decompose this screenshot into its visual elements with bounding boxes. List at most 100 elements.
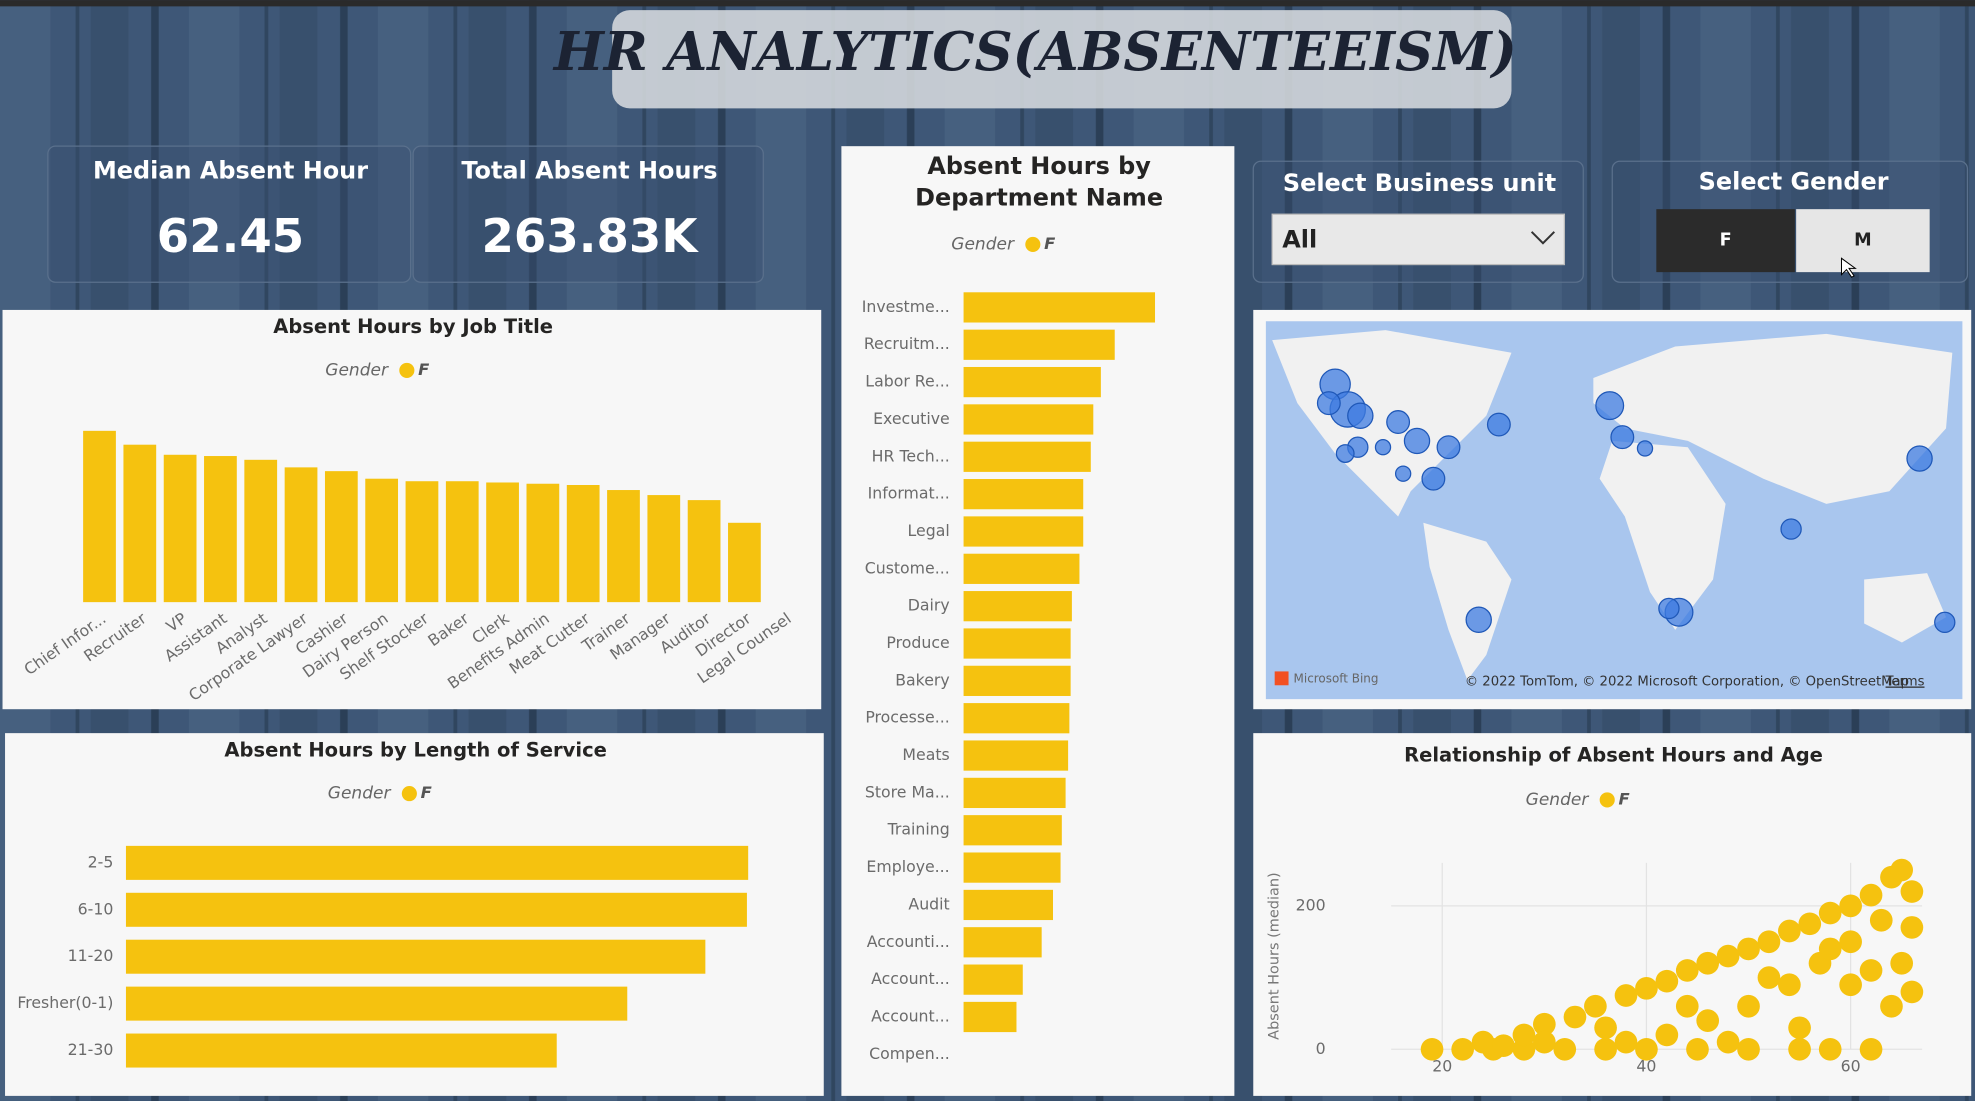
legend-label: F [421,783,432,802]
x-tick-label: 40 [1636,1056,1656,1075]
point [1594,1016,1617,1040]
legend-title: Gender [328,784,392,804]
point [1900,880,1924,903]
point [1859,959,1883,982]
bar [284,467,318,603]
y-tick-label: HR Tech... [872,446,950,465]
point [1737,994,1760,1018]
point [1675,959,1699,982]
kpi-card [412,145,764,283]
legend-swatch [1599,792,1615,808]
point [1594,1037,1617,1061]
chart-title: Absent Hours by Department Name [915,152,1164,212]
y-tick-label: Investme... [862,297,950,316]
dropdown[interactable]: All [1271,213,1566,266]
bar [125,892,747,927]
top-bar [0,0,1975,7]
bar [486,482,519,603]
bar [687,500,721,603]
point [1839,930,1862,954]
point [1880,994,1903,1018]
dropdown-value[interactable]: All [1282,226,1317,254]
y-tick-label: Account... [871,1006,950,1025]
y-tick-label: Processe... [865,708,949,727]
point [1635,1037,1658,1061]
map-provider: Microsoft Bing [1294,671,1379,685]
point [1655,1023,1679,1047]
point [1655,969,1679,993]
point [1737,1037,1760,1061]
y-tick-label: Employe... [866,857,949,876]
point [1757,966,1781,989]
bar [445,481,479,603]
y-tick-label: 200 [1296,895,1326,914]
point [1451,1037,1474,1061]
gender-button-label[interactable]: M [1854,231,1872,251]
kpi-value: 263.83K [482,209,700,263]
slicer-label: Select Business unit [1283,169,1556,197]
bar [963,964,1023,995]
y-tick-label: Training [887,820,950,839]
kpi-value: 62.45 [157,209,304,263]
point [1890,951,1914,975]
point [1716,944,1740,968]
land [1593,333,1953,504]
legend-title: Gender [325,360,389,380]
land [1599,440,1726,630]
point [1778,973,1801,997]
bar [963,329,1115,360]
gender-button[interactable] [1656,209,1795,273]
y-tick-label: Custome... [865,558,950,577]
bar [123,444,157,603]
land [1864,573,1947,643]
bar [647,495,681,603]
map-terms[interactable]: Terms [1885,674,1925,689]
y-tick-label: 2-5 [88,852,114,871]
gender-button-label[interactable]: F [1720,231,1732,251]
map[interactable]: Microsoft Bing © 2022 TomTom, © 2022 Mic… [1265,321,1963,700]
cursor [1840,257,1857,278]
point [1757,930,1781,954]
gender-button[interactable] [1796,209,1930,273]
y-tick-label: Produce [886,633,949,652]
kpi-label: Total Absent Hours [461,156,717,184]
point [1818,937,1842,961]
bar [963,516,1084,547]
bar [566,485,600,603]
title-box [612,10,1512,109]
y-tick-label: Labor Re... [865,372,949,391]
y-tick-label: 6-10 [78,899,114,918]
bar [963,927,1042,958]
y-tick-label: 0 [1316,1039,1326,1058]
bar [963,1001,1017,1033]
point [1420,1037,1444,1061]
y-tick-label: Meats [902,745,949,764]
point [1869,908,1893,932]
dropdown-box[interactable] [1271,213,1566,266]
point [1798,912,1822,936]
x-tick-label: 60 [1841,1056,1861,1075]
y-tick-label: Legal [908,521,950,540]
point [1563,1005,1587,1029]
point [1614,984,1638,1007]
bar [244,459,278,603]
bar [963,852,1061,883]
land [1423,522,1512,681]
dropdown-arrow[interactable] [1530,231,1556,245]
bar [728,522,761,603]
point [1788,1016,1811,1040]
point [1686,1037,1709,1061]
y-tick-label: Accounti... [867,932,950,951]
bar [365,478,399,603]
chart-title: Absent Hours by Department Name [915,152,1164,212]
bar [125,986,628,1021]
bar [125,939,706,974]
y-tick-label: Audit [908,894,949,913]
point [1900,980,1924,1004]
point [1818,901,1842,925]
point [1737,937,1760,961]
chart-title: Relationship of Absent Hours and Age [1404,743,1823,766]
bar [324,471,358,603]
